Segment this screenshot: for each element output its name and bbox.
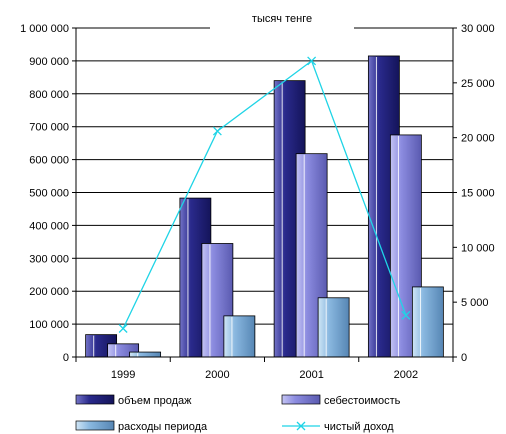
chart-title: тысяч тенге: [252, 13, 312, 25]
y-left-tick-label: 0: [63, 352, 69, 364]
y-right-tick-label: 20 000: [461, 133, 495, 145]
x-tick-label: 2002: [394, 369, 418, 381]
line-point: [212, 126, 222, 136]
y-left-tick-label: 200 000: [29, 286, 69, 298]
bar-group: [85, 55, 444, 358]
y-left-tick-label: 100 000: [29, 319, 69, 331]
y-left-tick-label: 300 000: [29, 253, 69, 265]
point-marker: [307, 56, 317, 66]
line-point: [401, 310, 411, 320]
y-right-tick-label: 25 000: [461, 78, 495, 90]
y-right-tick-label: 5 000: [461, 297, 489, 309]
legend-label: расходы периода: [118, 421, 208, 433]
gridlines: [76, 27, 453, 325]
y-right-tick-label: 10 000: [461, 242, 495, 254]
x-tick-label: 2000: [205, 369, 229, 381]
legend-swatch: [75, 420, 115, 431]
legend-swatch: [75, 394, 115, 405]
title-background: [210, 12, 354, 32]
legend-item: расходы периода: [75, 420, 208, 433]
line-point: [307, 56, 317, 66]
axes: 0 100 000 200 000 300 000 400 000 500 000 600 …: [20, 12, 495, 381]
x-tick-label: 2001: [299, 369, 323, 381]
y-left-tick-label: 700 000: [29, 122, 69, 134]
y-left-tick-label: 600 000: [29, 155, 69, 167]
y-right-tick-label: 0: [461, 352, 467, 364]
y-left-tick-label: 800 000: [29, 89, 69, 101]
legend-item: объем продаж: [75, 394, 192, 407]
y-left-tick-label: 500 000: [29, 188, 69, 200]
point-marker: [212, 126, 222, 136]
point-marker: [401, 310, 411, 320]
line-point: [118, 324, 128, 333]
legend: объем продаж себестоимость расходы периода…: [75, 394, 401, 433]
y-left-tick-label: 900 000: [29, 56, 69, 68]
y-left-tick-label: 400 000: [29, 220, 69, 232]
line-series: [118, 56, 411, 333]
bar: [129, 351, 162, 358]
point-marker: [118, 324, 128, 333]
net-income-line: [122, 59, 407, 329]
y-left-tick-label: 1 000 000: [20, 23, 69, 35]
bar: [223, 315, 256, 358]
bar: [317, 297, 350, 358]
legend-label: себестоимость: [324, 395, 401, 407]
y-right-tick-label: 15 000: [461, 188, 495, 200]
legend-label: объем продаж: [118, 395, 192, 407]
legend-marker: [296, 421, 306, 431]
x-tick-label: 1999: [111, 369, 135, 381]
legend-item: себестоимость: [281, 394, 401, 407]
y-right-tick-label: 30 000: [461, 23, 495, 35]
legend-item: чистый доход: [282, 421, 394, 433]
legend-swatch: [281, 394, 321, 405]
legend-label: чистый доход: [324, 421, 394, 433]
bar: [411, 286, 444, 358]
